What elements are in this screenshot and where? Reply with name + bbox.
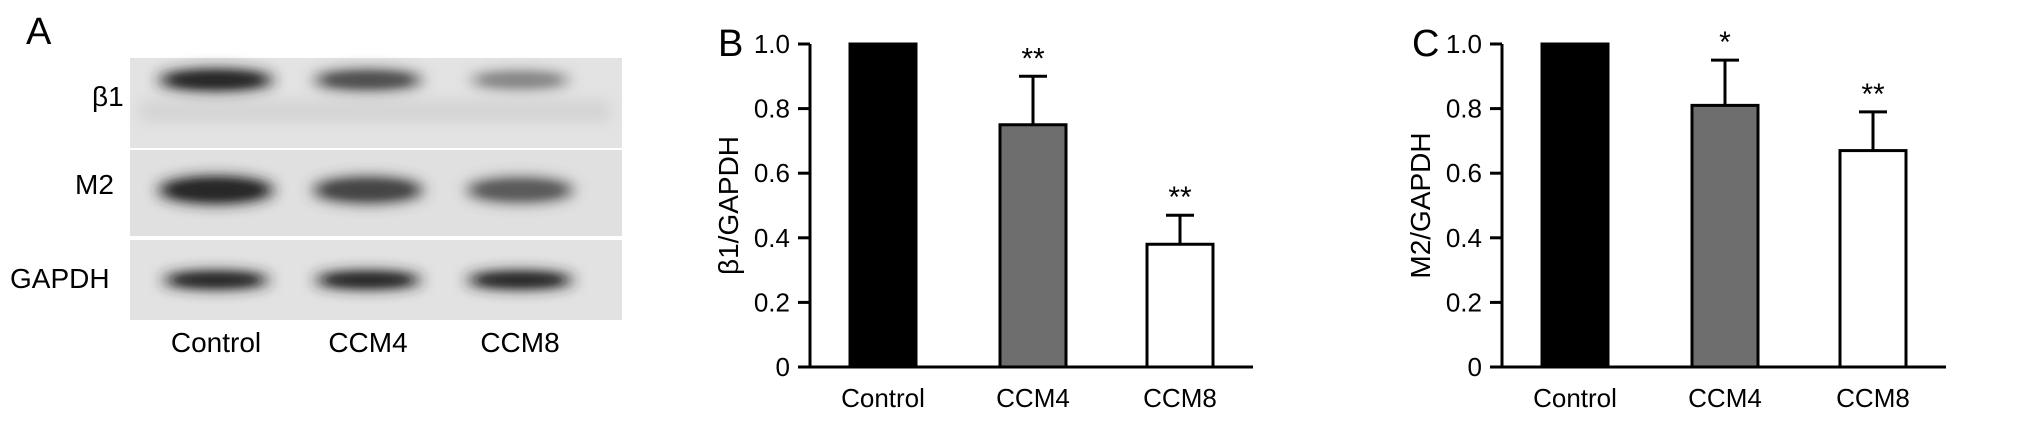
band-gapdh-core — [173, 274, 259, 286]
panel-b-y-axis-label: β1/GAPDH — [713, 136, 744, 275]
band-m2-core — [170, 181, 262, 199]
blot-strip-beta1 — [130, 58, 622, 148]
panel-b-y-tick-label: 0.8 — [754, 94, 790, 124]
panel-b: B 0 0.2 0.4 0.6 0.8 1.0 β1/GAPDH Control ** CCM4 *… — [713, 23, 1253, 413]
band-gapdh-core — [477, 274, 563, 286]
panel-b-y-tick-label: 0.6 — [754, 158, 790, 188]
panel-b-significance-ccm8: ** — [1168, 181, 1192, 214]
panel-c-bar-control — [1540, 42, 1610, 369]
panel-letter-a: A — [26, 11, 52, 53]
panel-c-significance-ccm8: ** — [1861, 78, 1885, 111]
panel-c-bar-ccm8 — [1838, 149, 1908, 369]
panel-a: A β1 M2 GAPDH Control CCM4 CCM8 — [10, 11, 622, 358]
panel-b-significance-ccm4: ** — [1021, 42, 1045, 75]
panel-c-bar-ccm4 — [1690, 103, 1760, 369]
band-beta1-core — [480, 74, 560, 86]
panel-b-bar-ccm4 — [998, 123, 1068, 369]
panel-c-y-tick-label: 0.8 — [1446, 94, 1482, 124]
panel-b-category-label-ccm4: CCM4 — [996, 383, 1070, 413]
panel-b-bar-control — [848, 42, 918, 369]
panel-c-y-tick-label: 0 — [1468, 352, 1482, 382]
lane-label-ccm4: CCM4 — [328, 327, 407, 358]
panel-b-y-tick-label: 0.4 — [754, 223, 790, 253]
panel-c-y-tick-label: 0.4 — [1446, 223, 1482, 253]
blot-strip-gapdh — [130, 240, 622, 320]
panel-b-y-tick-label: 0.2 — [754, 287, 790, 317]
band-gapdh-core — [325, 274, 411, 286]
panel-c-category-label-ccm4: CCM4 — [1688, 383, 1762, 413]
blot-label-beta1: β1 — [92, 81, 124, 112]
panel-c-y-axis-label: M2/GAPDH — [1405, 132, 1436, 278]
blot-background-smear — [140, 100, 610, 122]
panel-b-category-label-ccm8: CCM8 — [1143, 383, 1217, 413]
panel-letter-b: B — [718, 23, 743, 65]
panel-c-y-tick-label: 0.2 — [1446, 287, 1482, 317]
blot-strip-m2 — [130, 150, 622, 236]
panel-b-y-tick-label: 1.0 — [754, 29, 790, 59]
panel-b-y-tick-label: 0 — [776, 352, 790, 382]
panel-c-y-tick-label: 0.6 — [1446, 158, 1482, 188]
lane-label-ccm8: CCM8 — [480, 327, 559, 358]
blot-label-m2: M2 — [75, 169, 114, 200]
panel-c-significance-ccm4: * — [1719, 26, 1731, 59]
lane-label-control: Control — [171, 327, 261, 358]
blot-label-gapdh: GAPDH — [10, 263, 110, 294]
panel-b-bar-ccm8 — [1145, 242, 1215, 369]
panel-c-category-label-ccm8: CCM8 — [1836, 383, 1910, 413]
panel-c-y-tick-label: 1.0 — [1446, 29, 1482, 59]
band-m2-core — [477, 182, 563, 198]
band-beta1-core — [325, 73, 411, 87]
panel-letter-c: C — [1412, 23, 1439, 65]
band-m2-core — [324, 181, 412, 199]
panel-c-category-label-control: Control — [1533, 383, 1617, 413]
band-beta1-core — [170, 73, 262, 87]
panel-c: C 0 0.2 0.4 0.6 0.8 1.0 M2/GAPDH Control * CCM4 **… — [1405, 23, 1946, 413]
panel-b-category-label-control: Control — [841, 383, 925, 413]
